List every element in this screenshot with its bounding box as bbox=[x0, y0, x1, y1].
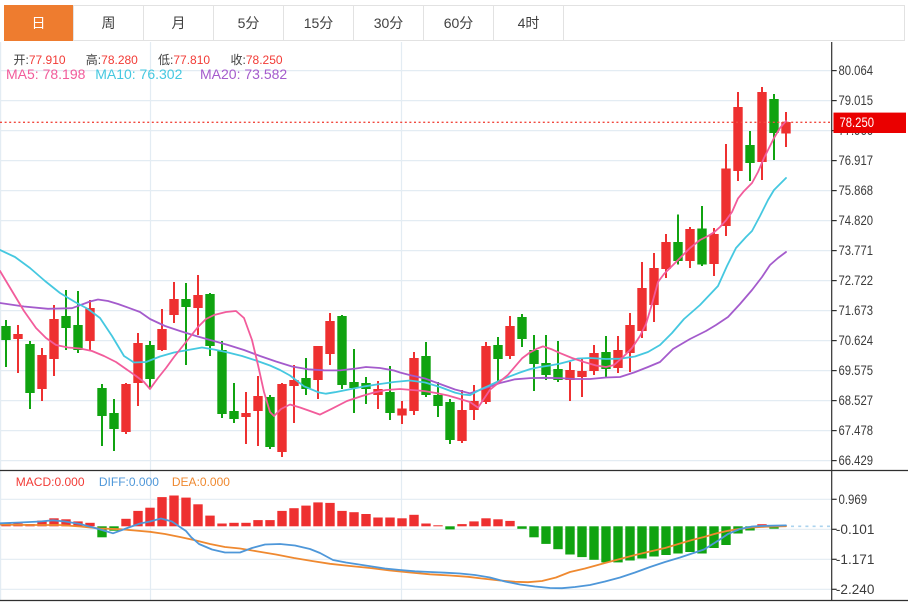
svg-text:80.064: 80.064 bbox=[839, 63, 874, 78]
svg-text:-1.171: -1.171 bbox=[836, 552, 875, 567]
svg-text:-2.240: -2.240 bbox=[836, 582, 875, 597]
svg-text:68.527: 68.527 bbox=[839, 393, 874, 408]
svg-text:70.624: 70.624 bbox=[839, 333, 874, 348]
svg-text:67.478: 67.478 bbox=[839, 423, 874, 438]
svg-text:78.250: 78.250 bbox=[840, 115, 875, 130]
svg-text:71.673: 71.673 bbox=[839, 303, 874, 318]
svg-text:69.575: 69.575 bbox=[839, 363, 874, 378]
svg-text:66.429: 66.429 bbox=[839, 453, 874, 468]
svg-text:74.820: 74.820 bbox=[839, 213, 874, 228]
svg-text:76.917: 76.917 bbox=[839, 153, 874, 168]
svg-text:0.969: 0.969 bbox=[839, 492, 868, 507]
svg-text:72.722: 72.722 bbox=[839, 273, 874, 288]
svg-text:79.015: 79.015 bbox=[839, 93, 874, 108]
svg-text:-0.101: -0.101 bbox=[836, 522, 875, 537]
svg-text:75.868: 75.868 bbox=[839, 183, 874, 198]
svg-text:73.771: 73.771 bbox=[839, 243, 874, 258]
